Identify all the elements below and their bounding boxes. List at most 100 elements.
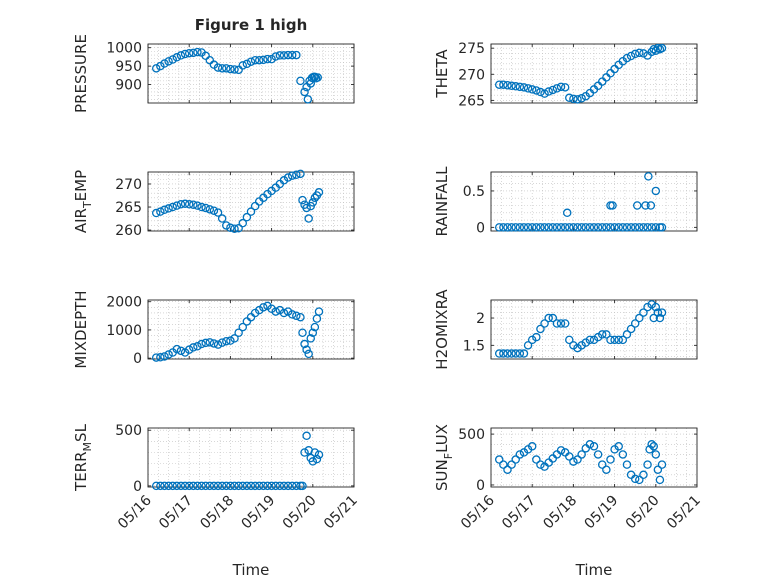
data-point <box>556 82 566 92</box>
series-h2omixra <box>494 300 667 358</box>
data-point <box>242 481 252 491</box>
data-point <box>168 202 177 212</box>
data-point <box>651 302 661 312</box>
data-point <box>618 335 628 345</box>
data-point <box>238 61 248 70</box>
data-point <box>279 51 289 60</box>
data-point <box>292 311 301 321</box>
data-point <box>246 57 256 66</box>
data-point <box>503 465 512 474</box>
data-point <box>287 50 297 60</box>
data-point <box>222 64 231 73</box>
y-tick-label: 950 <box>115 59 142 75</box>
data-point <box>507 349 516 358</box>
data-point <box>201 481 210 491</box>
data-point <box>164 481 173 491</box>
data-point <box>597 223 607 232</box>
data-point <box>536 324 545 334</box>
data-point <box>271 481 280 491</box>
data-point <box>614 223 623 232</box>
y-tick-label: 900 <box>115 78 142 94</box>
data-point <box>302 345 311 354</box>
data-point <box>646 201 656 210</box>
y-axis-title: THETA <box>433 49 451 99</box>
data-point <box>630 223 640 232</box>
data-point <box>641 201 650 210</box>
data-point <box>630 49 640 59</box>
data-point <box>610 223 619 232</box>
data-point <box>503 349 512 358</box>
data-point <box>271 307 280 316</box>
data-point <box>562 208 572 218</box>
data-point <box>494 349 504 358</box>
data-point <box>193 481 202 491</box>
data-point <box>263 54 272 64</box>
data-point <box>569 94 578 104</box>
data-point <box>230 481 239 491</box>
data-point <box>515 223 525 232</box>
y-tick-label: 270 <box>115 177 142 193</box>
data-point <box>217 338 227 347</box>
data-point <box>608 201 617 210</box>
data-point <box>657 43 667 53</box>
y-tick-label: 1000 <box>106 41 142 57</box>
data-point <box>647 47 656 57</box>
data-point <box>193 201 202 210</box>
data-point <box>552 84 562 93</box>
data-point <box>250 55 260 65</box>
data-point <box>303 95 313 104</box>
grid-lines <box>147 300 355 359</box>
x-tick-label: 05/19 <box>582 493 622 533</box>
data-point <box>622 223 632 232</box>
data-point <box>647 223 656 232</box>
series-air_temp <box>151 169 324 233</box>
data-point <box>610 335 619 345</box>
x-axis-title-right: Time <box>575 561 613 579</box>
data-point <box>300 87 309 97</box>
series-pressure <box>151 47 322 104</box>
data-point <box>238 218 248 228</box>
data-point <box>263 481 272 491</box>
data-point <box>655 475 665 485</box>
data-point <box>312 454 322 464</box>
data-point <box>226 223 235 233</box>
data-point <box>515 82 525 92</box>
data-point <box>172 53 182 62</box>
data-point <box>259 55 268 65</box>
data-point <box>602 465 611 474</box>
y-tick-label: 275 <box>458 41 485 57</box>
data-point <box>222 481 231 491</box>
data-point <box>176 51 186 60</box>
data-point <box>515 349 525 358</box>
data-point <box>639 308 648 317</box>
data-point <box>532 86 541 95</box>
data-point <box>292 481 301 491</box>
data-point <box>160 205 169 215</box>
data-point <box>238 322 248 332</box>
data-point <box>259 303 268 312</box>
x-tick-label: 05/20 <box>280 493 320 533</box>
data-point <box>593 223 603 232</box>
y-tick-label: 1.5 <box>463 338 485 354</box>
data-point <box>556 223 566 232</box>
data-point <box>536 223 545 232</box>
data-point <box>548 223 558 232</box>
axes-box <box>147 43 355 104</box>
x-tick-label: 05/17 <box>499 493 539 533</box>
data-point <box>180 199 190 209</box>
data-point <box>176 200 186 209</box>
data-point <box>314 307 324 316</box>
data-point <box>222 336 231 346</box>
data-point <box>527 442 537 451</box>
y-tick-label: 265 <box>458 93 485 109</box>
y-tick-label: 0 <box>133 479 142 495</box>
data-point <box>168 481 177 491</box>
data-point <box>250 481 260 491</box>
data-point <box>234 328 243 337</box>
data-point <box>205 205 215 214</box>
data-point <box>639 470 648 480</box>
data-point <box>283 481 293 491</box>
data-point <box>630 474 640 484</box>
data-point <box>156 481 165 491</box>
